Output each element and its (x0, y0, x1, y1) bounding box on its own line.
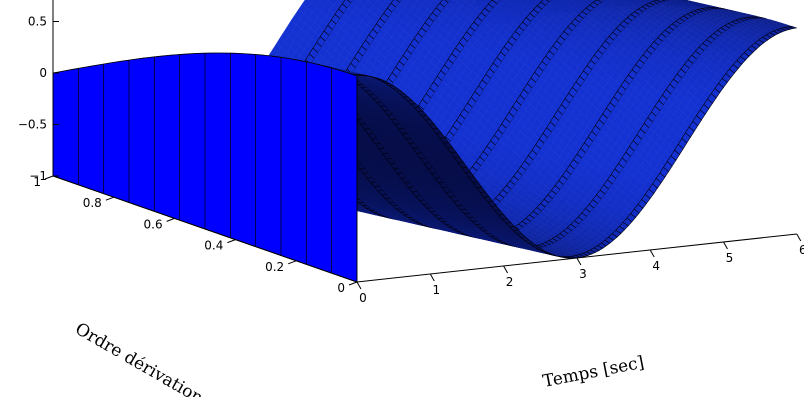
surface-cell (620, 0, 626, 2)
surface-cell (563, 0, 570, 3)
surface-cell (357, 0, 362, 3)
surface-cell (545, 0, 553, 3)
surface-cell (554, 0, 561, 3)
surface-cell (454, 0, 460, 3)
surface-cell (405, 0, 410, 2)
surface-cell (537, 0, 544, 3)
surface-cell (463, 0, 468, 2)
surface-cell (317, 0, 322, 3)
surface-mesh (52, 0, 797, 283)
